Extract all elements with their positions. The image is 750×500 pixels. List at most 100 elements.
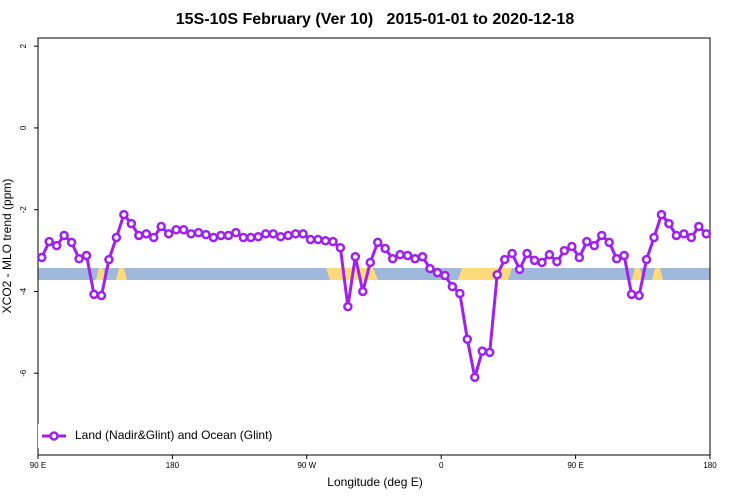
data-point <box>440 270 450 281</box>
y-tick-label: 0 <box>19 125 28 130</box>
data-point <box>313 234 323 245</box>
data-point <box>589 240 600 251</box>
data-point <box>141 229 152 239</box>
data-point <box>619 250 629 261</box>
data-point <box>290 229 301 239</box>
data-point <box>484 347 495 358</box>
data-point <box>701 229 712 239</box>
y-tick-label: -4 <box>19 287 28 295</box>
land-band <box>116 268 127 280</box>
data-point <box>626 289 637 300</box>
data-point <box>694 221 704 232</box>
data-point <box>664 218 674 229</box>
legend-marker <box>49 431 59 441</box>
data-point <box>372 237 383 248</box>
data-point <box>537 257 547 268</box>
data-point <box>365 257 376 268</box>
data-point <box>320 236 331 246</box>
data-point <box>208 232 219 243</box>
y-tick-label: -6 <box>19 369 28 377</box>
y-tick-label: -2 <box>19 206 28 214</box>
data-point <box>552 256 562 267</box>
data-point <box>387 254 398 264</box>
land-ocean-mask <box>38 268 710 280</box>
data-point <box>634 290 644 301</box>
data-point <box>425 263 435 274</box>
data-point <box>470 372 480 383</box>
data-point <box>328 236 338 247</box>
data-point <box>380 243 390 254</box>
data-point <box>410 254 420 264</box>
data-point <box>671 230 682 241</box>
data-point <box>395 249 405 260</box>
data-point <box>507 248 517 259</box>
data-point <box>679 229 689 239</box>
data-point <box>522 248 532 259</box>
data-point <box>656 209 667 220</box>
land-band <box>652 268 663 280</box>
data-point <box>455 288 465 299</box>
data-point <box>268 229 278 239</box>
data-point <box>283 230 293 241</box>
data-point <box>649 232 659 243</box>
data-point <box>178 224 189 235</box>
x-tick-label: 180 <box>166 461 180 470</box>
plot-frame <box>37 37 711 456</box>
data-point <box>335 242 346 253</box>
data-point <box>641 254 652 265</box>
data-point <box>305 234 316 245</box>
chart-title: 15S-10S February (Ver 10) 2015-01-01 to … <box>176 11 575 28</box>
data-point <box>104 254 114 265</box>
data-point <box>186 229 196 239</box>
y-tick-label: 2 <box>19 43 28 48</box>
data-point <box>492 269 502 280</box>
data-point <box>350 251 361 262</box>
data-point <box>36 252 47 263</box>
data-point <box>193 227 204 238</box>
data-point <box>559 245 570 256</box>
data-point <box>89 289 99 300</box>
data-point <box>432 267 443 278</box>
data-point <box>402 250 413 261</box>
y-axis-label: XCO2 - MLO trend (ppm) <box>0 179 14 314</box>
data-point <box>148 232 159 243</box>
legend <box>38 424 283 448</box>
legend-label: Land (Nadir&Glint) and Ocean (Glint) <box>75 428 272 442</box>
data-point <box>126 218 137 229</box>
data-point <box>574 252 585 263</box>
data-point <box>246 232 256 243</box>
data-point <box>51 240 62 251</box>
x-tick-label: 90 E <box>567 461 583 470</box>
data-point <box>96 290 107 301</box>
data-point <box>567 241 577 252</box>
data-point <box>156 221 166 232</box>
data-point <box>163 229 174 239</box>
data-point <box>604 237 614 248</box>
data-point <box>343 301 353 312</box>
land-band <box>632 268 643 280</box>
x-tick-label: 90 E <box>30 461 46 470</box>
x-axis-label: Longitude (deg E) <box>327 475 422 489</box>
data-point <box>582 236 592 247</box>
data-point <box>358 286 368 297</box>
data-point <box>529 255 540 266</box>
data-point <box>514 264 525 275</box>
data-point <box>59 230 69 241</box>
data-point <box>44 236 54 247</box>
land-band <box>96 268 106 280</box>
data-point <box>611 254 622 264</box>
x-tick-label: 90 W <box>297 461 316 470</box>
data-point <box>231 227 241 238</box>
data-point <box>686 232 697 243</box>
data-point <box>477 346 488 356</box>
x-tick-label: 180 <box>703 461 717 470</box>
data-point <box>134 230 144 241</box>
data-point <box>253 231 264 242</box>
data-point <box>111 232 122 243</box>
data-point <box>447 281 458 292</box>
data-point <box>499 254 510 265</box>
data-point <box>544 249 555 260</box>
data-point <box>260 229 271 239</box>
data-point <box>275 231 286 242</box>
